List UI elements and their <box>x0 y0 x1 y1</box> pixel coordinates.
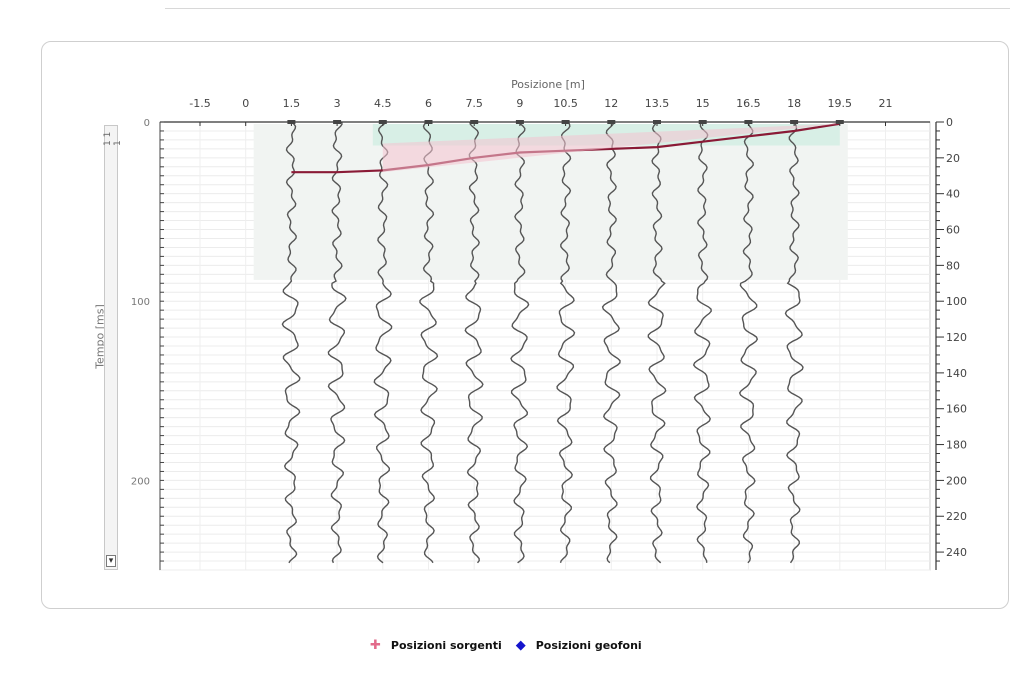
x-tick-label: 19.5 <box>828 97 853 110</box>
first-break-fan <box>382 123 840 173</box>
x-axis-label: Posizione [m] <box>511 78 585 91</box>
y-tick-label-right: 140 <box>946 367 967 380</box>
y-tick-label-right: 180 <box>946 439 967 452</box>
x-tick-label: 13.5 <box>645 97 670 110</box>
legend-label-geophones: Posizioni geofoni <box>535 638 642 652</box>
chart-legend: ✚ Posizioni sorgenti ◆ Posizioni geofoni <box>370 636 642 654</box>
geophone-marker <box>607 120 616 124</box>
geophone-marker <box>424 120 433 124</box>
legend-item-sources: ✚ Posizioni sorgenti <box>370 639 502 652</box>
seismic-trace <box>281 121 301 564</box>
geophone-marker <box>698 120 707 124</box>
y-tick-label-right: 100 <box>946 295 967 308</box>
plus-marker-icon: ✚ <box>370 637 381 653</box>
x-tick-label: -1.5 <box>189 97 210 110</box>
x-tick-label: 16.5 <box>736 97 761 110</box>
seismic-trace <box>692 121 712 563</box>
x-tick-label: 3 <box>334 97 341 110</box>
seismic-trace <box>373 121 393 564</box>
seismic-trace <box>327 121 347 564</box>
y-tick-label-right: 220 <box>946 510 967 523</box>
x-tick-label: 1.5 <box>283 97 301 110</box>
geophone-marker <box>287 120 296 124</box>
x-tick-label: 12 <box>604 97 618 110</box>
diamond-marker-icon: ◆ <box>515 637 526 653</box>
geophone-marker <box>470 120 479 124</box>
geophone-marker <box>835 120 844 124</box>
geophone-marker <box>333 120 342 124</box>
y-tick-label-right: 60 <box>946 224 960 237</box>
seismic-trace <box>510 121 530 564</box>
x-tick-label: 18 <box>787 97 801 110</box>
seismic-trace <box>601 121 621 564</box>
x-tick-label: 0 <box>242 97 249 110</box>
scroll-top-label: 1 1 1 <box>103 131 123 146</box>
y-tick-label-left: 200 <box>131 476 150 487</box>
seismic-trace <box>419 121 439 564</box>
top-divider <box>165 8 1010 9</box>
x-tick-label: 10.5 <box>553 97 578 110</box>
y-tick-label-left: 0 <box>144 118 150 129</box>
scroll-down-button[interactable]: ▾ <box>106 555 116 567</box>
vertical-scrollbar[interactable]: ▾ <box>104 125 118 570</box>
x-tick-label: 15 <box>696 97 710 110</box>
y-tick-label-right: 20 <box>946 152 960 165</box>
geophone-marker <box>744 120 753 124</box>
x-tick-label: 7.5 <box>465 97 483 110</box>
y-tick-label-right: 80 <box>946 259 960 272</box>
x-tick-label: 9 <box>516 97 523 110</box>
x-tick-label: 21 <box>879 97 893 110</box>
seismic-trace <box>556 121 576 564</box>
geophone-marker <box>561 120 570 124</box>
geophone-marker <box>515 120 524 124</box>
geophone-marker <box>790 120 799 124</box>
y-tick-label-right: 240 <box>946 546 967 559</box>
y-tick-label-left: 100 <box>131 297 150 308</box>
legend-label-sources: Posizioni sorgenti <box>390 638 502 652</box>
geophone-marker <box>378 120 387 124</box>
y-tick-label-right: 160 <box>946 403 967 416</box>
seismic-trace <box>784 121 804 564</box>
legend-item-geophones: ◆ Posizioni geofoni <box>516 639 642 652</box>
x-tick-label: 4.5 <box>374 97 392 110</box>
seismic-trace <box>738 122 759 564</box>
y-tick-label-right: 0 <box>946 116 953 129</box>
seismic-trace <box>647 121 667 564</box>
y-tick-label-right: 40 <box>946 188 960 201</box>
x-tick-label: 6 <box>425 97 432 110</box>
y-tick-label-right: 200 <box>946 474 967 487</box>
y-tick-label-right: 120 <box>946 331 967 344</box>
seismic-trace <box>464 121 484 564</box>
geophone-marker <box>653 120 661 124</box>
